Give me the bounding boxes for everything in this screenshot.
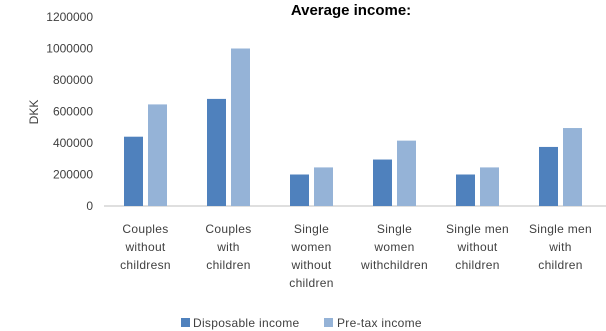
y-axis-ticks: 0 200000 400000 600000 800000 1000000 1200000 bbox=[46, 10, 93, 213]
bar-pre-tax-income-0 bbox=[148, 104, 167, 206]
bar-disposable-income-1 bbox=[207, 98, 226, 206]
x-category-label: without bbox=[456, 240, 497, 254]
y-tick-label: 800000 bbox=[53, 73, 93, 87]
x-category-label: without bbox=[124, 240, 165, 254]
y-tick-label: 0 bbox=[86, 199, 93, 213]
bar-disposable-income-0 bbox=[124, 136, 143, 206]
bar-pre-tax-income-4 bbox=[480, 167, 499, 206]
bar-disposable-income-3 bbox=[373, 159, 392, 206]
x-category-label: Single bbox=[294, 222, 329, 236]
x-category-label: children bbox=[289, 276, 333, 290]
x-category-label: Single men bbox=[446, 222, 509, 236]
chart-title: Average income: bbox=[291, 2, 411, 19]
x-category-label: women bbox=[290, 240, 331, 254]
bar-pre-tax-income-3 bbox=[397, 140, 416, 206]
bar-disposable-income-5 bbox=[539, 146, 558, 206]
x-category-label: without bbox=[290, 258, 331, 272]
legend-label: Pre-tax income bbox=[337, 316, 422, 330]
bar-disposable-income-4 bbox=[456, 174, 475, 206]
legend: Disposable income Pre-tax income bbox=[181, 316, 422, 330]
x-category-label: children bbox=[538, 258, 582, 272]
x-category-label: Single bbox=[377, 222, 412, 236]
bar-pre-tax-income-2 bbox=[314, 167, 333, 206]
legend-swatch bbox=[324, 318, 333, 327]
bars bbox=[124, 48, 582, 206]
y-tick-label: 600000 bbox=[53, 105, 93, 119]
bar-pre-tax-income-1 bbox=[231, 48, 250, 206]
legend-label: Disposable income bbox=[193, 316, 300, 330]
bar-pre-tax-income-5 bbox=[563, 128, 582, 206]
x-category-label: Couples bbox=[122, 222, 168, 236]
y-axis-label: DKK bbox=[27, 100, 41, 125]
x-category-label: Couples bbox=[205, 222, 251, 236]
x-category-label: women bbox=[373, 240, 414, 254]
y-tick-label: 400000 bbox=[53, 136, 93, 150]
x-category-label: children bbox=[455, 258, 499, 272]
bar-disposable-income-2 bbox=[290, 174, 309, 206]
x-category-label: childresn bbox=[120, 258, 171, 272]
y-tick-label: 200000 bbox=[53, 168, 93, 182]
y-tick-label: 1000000 bbox=[46, 42, 93, 56]
x-category-label: with bbox=[548, 240, 572, 254]
x-category-label: children bbox=[206, 258, 250, 272]
y-tick-label: 1200000 bbox=[46, 10, 93, 24]
legend-swatch bbox=[181, 318, 190, 327]
x-category-label: Single men bbox=[529, 222, 592, 236]
x-category-label: withchildren bbox=[360, 258, 428, 272]
x-category-label: with bbox=[216, 240, 240, 254]
category-labels: CoupleswithoutchildresnCoupleswithchildr… bbox=[120, 222, 592, 290]
